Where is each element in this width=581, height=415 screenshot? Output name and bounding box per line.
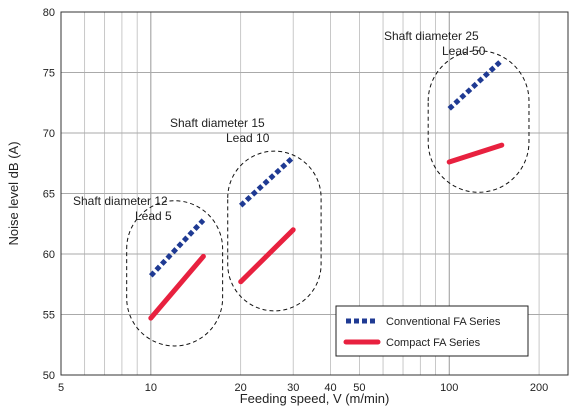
legend-label-conventional: Conventional FA Series xyxy=(386,316,501,328)
legend-label-compact: Compact FA Series xyxy=(386,337,481,349)
group-label-lead: Lead 10 xyxy=(226,131,270,145)
x-tick-label: 200 xyxy=(530,382,548,394)
group-outline xyxy=(126,200,224,347)
compact-series-line xyxy=(446,142,505,165)
x-tick-label: 10 xyxy=(145,382,157,394)
group-outlines xyxy=(126,50,530,347)
legend-box xyxy=(335,305,529,357)
y-tick-label: 80 xyxy=(43,7,55,19)
conventional-series-line xyxy=(447,58,504,111)
y-tick-label: 55 xyxy=(43,310,55,322)
plot-frame xyxy=(60,11,569,376)
group-label-shaft: Shaft diameter 25 xyxy=(384,29,479,43)
y-tick-label: 70 xyxy=(43,128,55,140)
y-axis-label: Noise level dB (A) xyxy=(6,141,21,245)
series-lines xyxy=(148,58,505,321)
conventional-series-line xyxy=(239,155,295,208)
compact-series-line xyxy=(238,227,296,285)
group-label-shaft: Shaft diameter 12 xyxy=(73,194,168,208)
x-tick-label: 50 xyxy=(353,382,365,394)
conventional-series-line xyxy=(148,218,206,278)
x-tick-label: 5 xyxy=(58,382,64,394)
group-outline xyxy=(227,150,322,312)
x-tick-label: 30 xyxy=(287,382,299,394)
y-tick-label: 65 xyxy=(43,189,55,201)
x-tick-label: 20 xyxy=(235,382,247,394)
group-label-lead: Lead 5 xyxy=(135,209,172,223)
y-tick-label: 60 xyxy=(43,249,55,261)
y-tick-label: 75 xyxy=(43,68,55,80)
group-outline xyxy=(427,50,530,193)
compact-series-line xyxy=(148,253,206,321)
legend: Conventional FA Series Compact FA Series xyxy=(335,305,529,357)
y-tick-label: 50 xyxy=(43,370,55,382)
x-tick-label: 40 xyxy=(324,382,336,394)
group-label-shaft: Shaft diameter 15 xyxy=(170,116,265,130)
tick-labels: 5 10 20 30 40 50 100 200 50 55 60 65 70 75 80 xyxy=(43,7,549,394)
x-axis-label: Feeding speed, V (m/min) xyxy=(240,391,390,406)
x-tick-label: 100 xyxy=(440,382,458,394)
group-label-lead: Lead 50 xyxy=(442,44,486,58)
